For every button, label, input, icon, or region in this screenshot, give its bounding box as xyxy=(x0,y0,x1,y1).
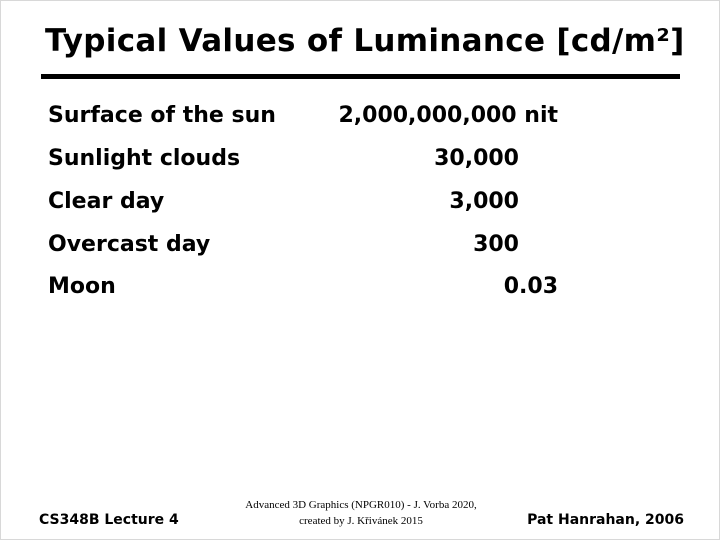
table-row: Sunlight clouds 30,000 xyxy=(1,146,720,180)
credit-note: Advanced 3D Graphics (NPGR010) - J. Vorb… xyxy=(226,497,496,529)
footer-author: Pat Hanrahan, 2006 xyxy=(527,512,684,528)
table-row: Overcast day 300 xyxy=(1,232,720,266)
footer-course: CS348B Lecture 4 xyxy=(39,512,179,528)
credit-line: Advanced 3D Graphics (NPGR010) - J. Vorb… xyxy=(245,499,477,511)
table-row: Moon 0.03 xyxy=(1,274,720,308)
credit-line: created by J. Křivánek 2015 xyxy=(299,515,423,527)
row-value: 0.03 xyxy=(503,274,558,299)
slide-title: Typical Values of Luminance [cd/m²] xyxy=(45,23,685,59)
row-value: 2,000,000,000 nit xyxy=(338,103,558,128)
row-value: 30,000 xyxy=(434,146,519,171)
row-label: Moon xyxy=(48,274,116,299)
table-row: Clear day 3,000 xyxy=(1,189,720,223)
row-value: 3,000 xyxy=(449,189,519,214)
row-label: Sunlight clouds xyxy=(48,146,241,171)
row-label: Clear day xyxy=(48,189,165,214)
title-underline xyxy=(41,74,680,79)
table-row: Surface of the sun 2,000,000,000 nit xyxy=(1,103,720,137)
row-value: 300 xyxy=(473,232,519,257)
row-label: Overcast day xyxy=(48,232,211,257)
row-label: Surface of the sun xyxy=(48,103,276,128)
